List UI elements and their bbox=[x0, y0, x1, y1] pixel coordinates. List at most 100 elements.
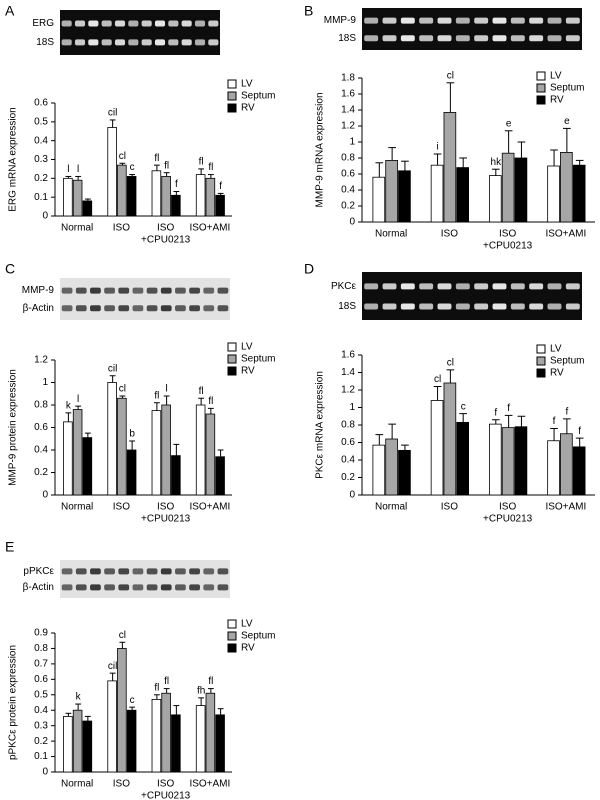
significance-label: b bbox=[129, 429, 135, 440]
y-tick-label: 0 bbox=[42, 490, 48, 501]
bar bbox=[572, 446, 586, 496]
bar bbox=[489, 175, 502, 223]
y-tick-label: 0.6 bbox=[34, 674, 48, 685]
gel-band bbox=[565, 303, 580, 310]
y-axis-label: ERG mRNA expression bbox=[8, 107, 19, 211]
panel-label: B bbox=[304, 3, 313, 19]
bar bbox=[171, 455, 181, 496]
x-tick-label: ISO bbox=[113, 502, 130, 513]
bar bbox=[126, 176, 137, 217]
bar bbox=[126, 709, 137, 773]
gel-band bbox=[419, 303, 434, 310]
gel-band bbox=[61, 39, 72, 46]
gel-band bbox=[400, 283, 415, 290]
x-tick-label: +CPU0213 bbox=[141, 235, 191, 246]
legend-label: LV bbox=[550, 71, 562, 82]
gel-band bbox=[132, 584, 144, 591]
gel-band bbox=[437, 303, 452, 310]
x-tick-label: ISO+AMI bbox=[545, 229, 586, 240]
significance-label: f bbox=[507, 403, 510, 414]
gel-band bbox=[437, 283, 452, 290]
legend-swatch bbox=[227, 342, 237, 352]
bar bbox=[372, 176, 386, 223]
y-tick-label: 0.4 bbox=[341, 185, 355, 196]
x-tick-label: ISO+AMI bbox=[189, 223, 230, 234]
significance-label: cl bbox=[447, 358, 454, 369]
x-tick-label: ISO+AMI bbox=[545, 502, 586, 513]
bar bbox=[215, 194, 225, 217]
gel-band bbox=[74, 20, 86, 27]
blot-label: MMP-9 bbox=[22, 285, 55, 296]
gel-band bbox=[118, 568, 130, 575]
significance-label: i bbox=[436, 142, 438, 153]
y-axis-label: MMP-9 protein expression bbox=[8, 369, 19, 486]
bar bbox=[372, 444, 386, 496]
x-tick-label: ISO bbox=[441, 229, 458, 240]
significance-label: cl bbox=[434, 374, 441, 385]
significance-label: fh bbox=[197, 686, 205, 697]
y-tick-label: 1 bbox=[349, 402, 355, 413]
gel-band bbox=[154, 39, 166, 46]
bar bbox=[215, 456, 225, 496]
bar bbox=[547, 165, 560, 223]
significance-label: e bbox=[564, 116, 570, 127]
gel-band bbox=[400, 303, 415, 310]
gel-band bbox=[175, 568, 186, 575]
significance-label: k bbox=[66, 401, 72, 412]
gel-band bbox=[61, 20, 72, 27]
gel-band bbox=[146, 305, 158, 312]
legend-label: RV bbox=[550, 368, 564, 379]
gel-band bbox=[114, 20, 126, 27]
legend-label: LV bbox=[550, 344, 562, 355]
x-tick-label: ISO bbox=[157, 779, 174, 790]
bar bbox=[171, 194, 181, 217]
bar bbox=[547, 440, 560, 496]
gel-band bbox=[181, 39, 192, 46]
legend-swatch bbox=[536, 71, 546, 81]
legend-swatch bbox=[227, 366, 237, 376]
y-tick-label: 1.4 bbox=[341, 105, 355, 116]
significance-label: hk bbox=[491, 157, 503, 168]
gel-band bbox=[75, 287, 87, 294]
gel-band bbox=[132, 287, 144, 294]
y-tick-label: 0.6 bbox=[34, 98, 48, 109]
bar bbox=[489, 423, 502, 496]
significance-label: c bbox=[461, 401, 466, 412]
gel-band bbox=[217, 287, 229, 294]
gel-band bbox=[492, 283, 507, 290]
bar bbox=[171, 714, 181, 773]
legend-label: RV bbox=[241, 643, 255, 654]
gel-band bbox=[565, 17, 580, 24]
significance-label: cil bbox=[108, 363, 117, 374]
bar bbox=[430, 400, 444, 496]
bar bbox=[72, 179, 83, 217]
gel-band bbox=[382, 283, 397, 290]
bar bbox=[195, 174, 206, 217]
gel bbox=[60, 560, 230, 598]
legend-label: RV bbox=[241, 103, 255, 114]
significance-label: fl bbox=[208, 676, 213, 687]
legend-swatch bbox=[536, 356, 546, 366]
gel-band bbox=[382, 303, 397, 310]
bar bbox=[151, 699, 162, 773]
significance-label: fl bbox=[199, 386, 204, 397]
bar bbox=[456, 421, 469, 496]
gel-band bbox=[437, 17, 452, 24]
gel-band bbox=[474, 303, 489, 310]
gel-band bbox=[90, 305, 101, 312]
significance-label: c bbox=[130, 695, 135, 706]
bar bbox=[151, 410, 162, 496]
y-tick-label: 0.1 bbox=[34, 192, 48, 203]
bar bbox=[560, 433, 573, 496]
bar bbox=[385, 438, 398, 496]
blot-label: β-Actin bbox=[23, 582, 54, 593]
gel-band bbox=[203, 305, 215, 312]
x-tick-label: Normal bbox=[61, 502, 93, 513]
y-tick-label: 0.4 bbox=[34, 135, 48, 146]
bar bbox=[398, 449, 411, 496]
significance-label: fl bbox=[199, 157, 204, 168]
bar bbox=[215, 714, 225, 773]
bar bbox=[501, 427, 515, 496]
bar bbox=[514, 157, 528, 223]
